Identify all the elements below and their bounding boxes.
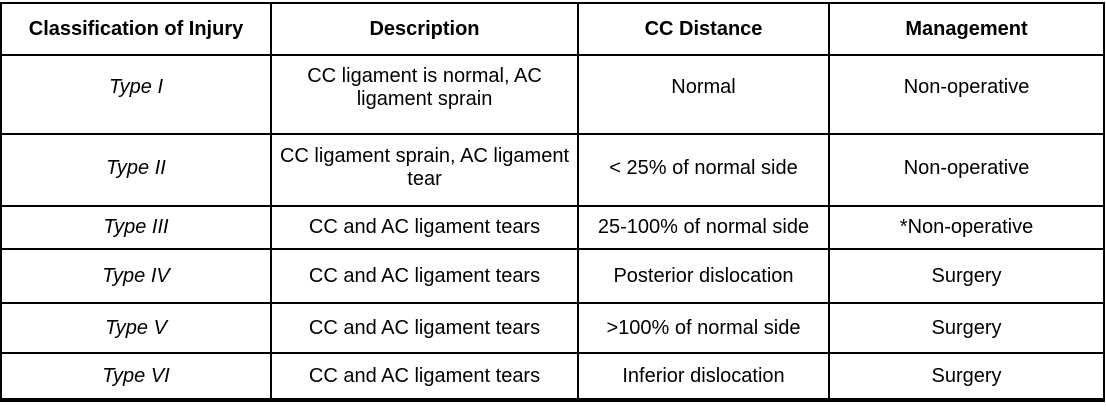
injury-classification-table: Classification of Injury Description CC …	[0, 2, 1105, 402]
cell-type: Type I	[0, 54, 272, 135]
table-row-type-4: Type IV CC and AC ligament tears Posteri…	[0, 248, 1105, 304]
header-classification: Classification of Injury	[0, 2, 272, 56]
cell-description: CC and AC ligament tears	[270, 205, 579, 250]
cell-description: CC and AC ligament tears	[270, 302, 579, 354]
cell-description: CC and AC ligament tears	[270, 248, 579, 304]
cell-type: Type IV	[0, 248, 272, 304]
cell-type: Type III	[0, 205, 272, 250]
cell-cc-distance: 25-100% of normal side	[577, 205, 830, 250]
cell-description: CC ligament is normal, AC ligament sprai…	[270, 54, 579, 135]
header-management: Management	[828, 2, 1105, 56]
cell-cc-distance: Normal	[577, 54, 830, 135]
table-row-type-3: Type III CC and AC ligament tears 25-100…	[0, 205, 1105, 250]
cell-management: Non-operative	[828, 133, 1105, 207]
cell-type: Type II	[0, 133, 272, 207]
cell-type: Type V	[0, 302, 272, 354]
cell-description: CC ligament sprain, AC ligament tear	[270, 133, 579, 207]
cell-cc-distance: >100% of normal side	[577, 302, 830, 354]
cell-management: Non-operative	[828, 54, 1105, 135]
table-row-type-6: Type VI CC and AC ligament tears Inferio…	[0, 352, 1105, 401]
cell-management: Surgery	[828, 352, 1105, 401]
cell-cc-distance: Posterior dislocation	[577, 248, 830, 304]
cell-management: *Non-operative	[828, 205, 1105, 250]
cell-management: Surgery	[828, 302, 1105, 354]
cell-cc-distance: Inferior dislocation	[577, 352, 830, 401]
cell-management: Surgery	[828, 248, 1105, 304]
table-row-type-2: Type II CC ligament sprain, AC ligament …	[0, 133, 1105, 207]
cell-cc-distance: < 25% of normal side	[577, 133, 830, 207]
table-row-type-1: Type I CC ligament is normal, AC ligamen…	[0, 54, 1105, 135]
header-description: Description	[270, 2, 579, 56]
cell-description: CC and AC ligament tears	[270, 352, 579, 401]
header-row: Classification of Injury Description CC …	[0, 2, 1105, 56]
cell-type: Type VI	[0, 352, 272, 401]
table-row-type-5: Type V CC and AC ligament tears >100% of…	[0, 302, 1105, 354]
header-cc-distance: CC Distance	[577, 2, 830, 56]
